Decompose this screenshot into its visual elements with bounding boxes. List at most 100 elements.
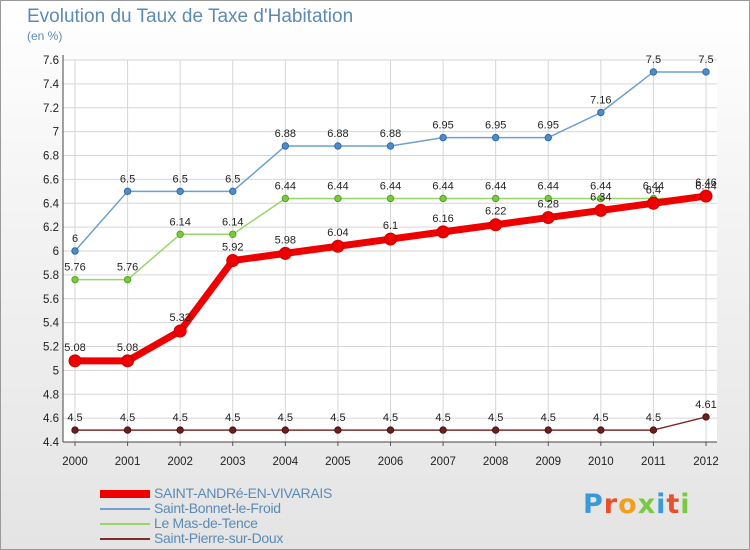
- data-point: [71, 275, 79, 284]
- data-point: [334, 142, 342, 150]
- logo-letter: r: [603, 489, 619, 520]
- data-label: 5.76: [117, 262, 138, 274]
- data-point: [334, 194, 342, 203]
- y-tick-label: 4.6: [43, 413, 59, 425]
- data-label: 4.5: [593, 412, 608, 424]
- data-label: 7.16: [590, 95, 611, 107]
- y-tick-label: 6.8: [43, 151, 59, 163]
- x-tick-label: 2003: [220, 456, 246, 468]
- x-tick-label: 2005: [325, 456, 351, 468]
- y-tick-label: 5.8: [43, 270, 59, 282]
- data-label: 6.4: [646, 184, 661, 196]
- x-tick-label: 2008: [483, 456, 509, 468]
- legend-swatch: [100, 523, 150, 525]
- legend-label: Saint-Bonnet-le-Froid: [154, 500, 281, 516]
- logo-letter: x: [637, 489, 657, 520]
- data-point: [229, 426, 237, 434]
- legend-entry: SAINT-ANDRé-EN-VIVARAIS: [100, 485, 400, 501]
- proxiti-logo: Proxiti: [583, 489, 691, 520]
- data-point: [176, 187, 184, 196]
- data-point: [702, 413, 710, 421]
- data-point: [439, 194, 447, 203]
- data-label: 6.44: [275, 180, 296, 192]
- data-point: [649, 426, 658, 434]
- data-point: [491, 426, 500, 434]
- data-label: 6.14: [222, 216, 243, 228]
- unit-label: (en %): [27, 29, 63, 43]
- data-label: 6.44: [695, 180, 716, 192]
- data-point: [384, 232, 397, 246]
- x-tick-label: 2006: [378, 456, 404, 468]
- data-point: [491, 133, 500, 142]
- data-label: 4.5: [383, 412, 398, 424]
- y-tick-label: 5.6: [43, 294, 59, 306]
- data-point: [281, 142, 290, 150]
- data-point: [597, 426, 605, 434]
- data-point: [541, 211, 555, 225]
- data-point: [544, 133, 552, 142]
- data-point: [594, 203, 608, 217]
- data-label: 6.1: [383, 220, 398, 232]
- data-label: 5.76: [64, 262, 85, 274]
- legend-swatch: [100, 508, 150, 510]
- data-label: 6.5: [225, 173, 240, 185]
- data-label: 4.5: [120, 412, 135, 424]
- data-point: [386, 142, 395, 150]
- data-label: 6.44: [590, 180, 611, 192]
- legend-swatch: [100, 490, 150, 498]
- data-label: 4.5: [225, 412, 240, 424]
- data-point: [386, 426, 395, 434]
- data-point: [173, 324, 187, 338]
- data-label: 5.33: [169, 312, 190, 324]
- data-label: 4.5: [541, 412, 556, 424]
- data-label: 7.5: [698, 54, 713, 66]
- data-point: [491, 194, 500, 203]
- x-tick-label: 2001: [115, 456, 141, 468]
- y-tick-label: 7: [53, 127, 59, 139]
- data-point: [386, 194, 395, 203]
- legend-entry: Saint-Pierre-sur-Doux: [100, 530, 400, 546]
- data-point: [71, 247, 79, 255]
- x-tick-label: 2000: [62, 456, 88, 468]
- data-label: 6.88: [380, 128, 401, 140]
- data-point: [646, 196, 660, 210]
- x-tick-label: 2012: [693, 456, 719, 468]
- data-label: 4.5: [278, 412, 293, 424]
- data-label: 6.44: [432, 180, 453, 192]
- data-point: [229, 230, 237, 238]
- data-label: 6.46: [695, 177, 716, 189]
- data-point: [699, 189, 713, 203]
- data-label: 6.44: [538, 180, 559, 192]
- data-label: 4.5: [67, 412, 82, 424]
- data-point: [121, 354, 135, 368]
- data-label: 4.5: [330, 412, 345, 424]
- logo-letter: o: [618, 489, 638, 520]
- data-label: 4.5: [488, 412, 503, 424]
- data-point: [68, 354, 82, 368]
- data-label: 5.08: [64, 342, 85, 354]
- data-label: 6.95: [538, 120, 559, 132]
- series-layer: [68, 68, 713, 434]
- legend: SAINT-ANDRé-EN-VIVARAIS Saint-Bonnet-le-F…: [100, 485, 400, 546]
- data-point: [123, 426, 132, 434]
- data-label: 6.95: [432, 120, 453, 132]
- data-point: [71, 426, 79, 434]
- y-tick-label: 6.6: [43, 174, 59, 186]
- chart-title: Evolution du Taux de Taxe d'Habitation: [27, 6, 354, 27]
- data-point: [597, 194, 605, 203]
- data-label: 6.88: [275, 128, 296, 140]
- y-tick-label: 6.2: [43, 222, 59, 234]
- data-point: [123, 187, 132, 196]
- data-point: [489, 218, 503, 232]
- data-point: [226, 254, 240, 268]
- x-tick-label: 2007: [430, 456, 456, 468]
- axis-layer: 4.4 4.6 4.8 5 5.2 5.4 5.6 5.8 6 6.2 6.4 6.6 6.8 7 7.2 7…: [43, 55, 719, 468]
- logo-letter: t: [666, 489, 681, 520]
- y-tick-label: 7.6: [43, 55, 59, 67]
- data-label: 7.5: [646, 54, 661, 66]
- legend-swatch: [100, 538, 150, 540]
- data-label: 5.92: [222, 242, 243, 254]
- data-label: 4.61: [695, 399, 716, 411]
- data-label: 6.44: [485, 180, 506, 192]
